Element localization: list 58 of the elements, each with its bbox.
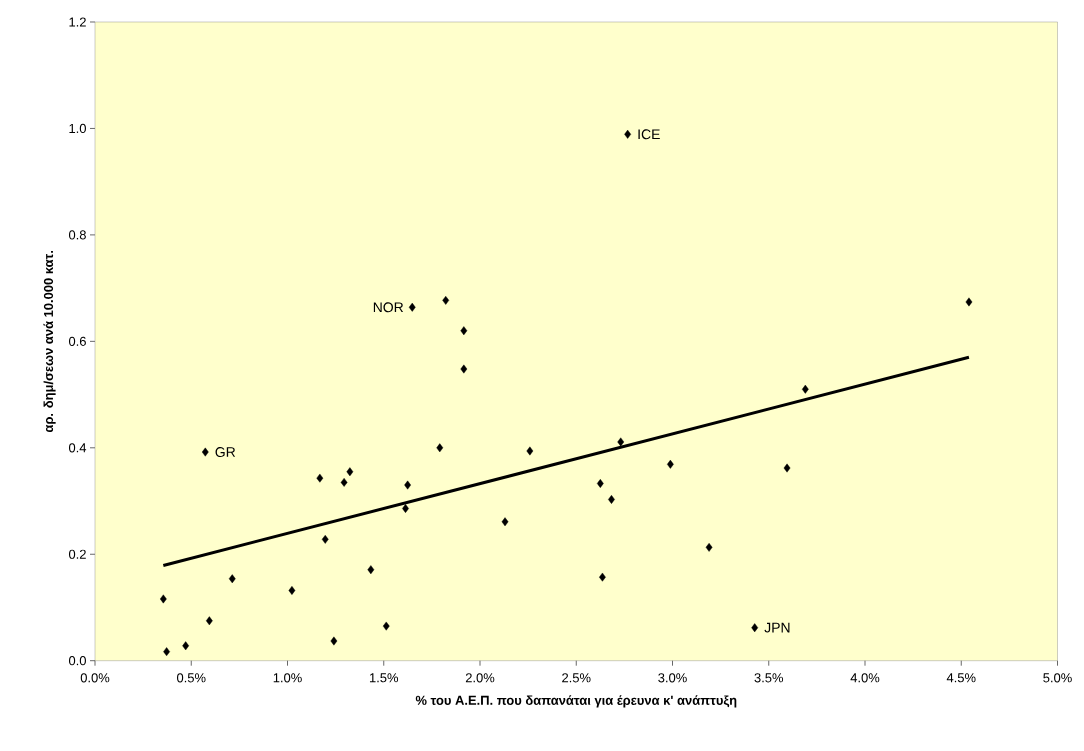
point bbox=[624, 129, 631, 139]
annotation: GR bbox=[215, 447, 236, 457]
point bbox=[599, 572, 606, 582]
point bbox=[667, 459, 674, 469]
point bbox=[596, 479, 604, 488]
annotation: NOR bbox=[373, 302, 404, 313]
point bbox=[316, 473, 324, 483]
point bbox=[617, 437, 625, 447]
annotation: ICE bbox=[638, 129, 660, 140]
point bbox=[330, 636, 338, 646]
y-tick-label: 0.4 bbox=[68, 443, 87, 453]
point bbox=[159, 594, 167, 604]
point bbox=[408, 302, 416, 312]
point bbox=[608, 495, 615, 504]
y-tick-label: 0.8 bbox=[68, 230, 86, 240]
y-tick-label: 0.0 bbox=[68, 656, 86, 666]
x-tick-label: 5.0% bbox=[1043, 673, 1072, 683]
point bbox=[801, 384, 809, 394]
point bbox=[751, 623, 759, 633]
point bbox=[526, 446, 534, 456]
x-tick-label: 0.5% bbox=[176, 673, 206, 683]
point bbox=[382, 621, 390, 631]
point bbox=[288, 586, 296, 595]
point bbox=[404, 480, 411, 490]
point bbox=[201, 447, 209, 457]
point bbox=[206, 616, 213, 626]
point bbox=[228, 574, 236, 584]
point bbox=[367, 565, 375, 575]
y-tick-label: 0.2 bbox=[68, 549, 86, 559]
y-tick-label: 1.0 bbox=[69, 123, 86, 134]
x-axis-title: % του Α.Ε.Π. που δαπανάται για έρευνα κ' ανάπτυξη bbox=[415, 695, 737, 708]
x-tick-label: 1.5% bbox=[369, 673, 399, 683]
x-tick-label: 2.0% bbox=[465, 673, 495, 683]
point bbox=[460, 364, 468, 374]
x-tick-label: 4.0% bbox=[850, 673, 880, 683]
point bbox=[965, 297, 973, 307]
y-tick-label: 0.6 bbox=[68, 336, 86, 346]
point bbox=[783, 463, 791, 473]
point bbox=[705, 542, 713, 552]
y-axis-title: αρ. δημ/σεων ανά 10.000 κατ. bbox=[43, 250, 56, 433]
point bbox=[442, 295, 450, 305]
point bbox=[182, 641, 190, 651]
point bbox=[321, 534, 329, 544]
x-tick-label: 1.0% bbox=[273, 673, 302, 683]
point bbox=[346, 467, 354, 477]
y-tick-label: 1.2 bbox=[69, 17, 86, 27]
x-tick-label: 3.5% bbox=[754, 673, 784, 683]
point bbox=[436, 443, 444, 453]
point bbox=[402, 504, 409, 513]
x-tick-label: 4.5% bbox=[946, 673, 976, 683]
point bbox=[460, 326, 468, 336]
x-tick-label: 2.5% bbox=[562, 673, 591, 683]
x-tick-label: 0.0% bbox=[80, 673, 110, 683]
point bbox=[340, 478, 348, 487]
x-tick-label: 3.0% bbox=[658, 673, 687, 683]
annotation: JPN bbox=[764, 622, 790, 633]
point bbox=[501, 517, 509, 527]
point bbox=[163, 647, 170, 657]
